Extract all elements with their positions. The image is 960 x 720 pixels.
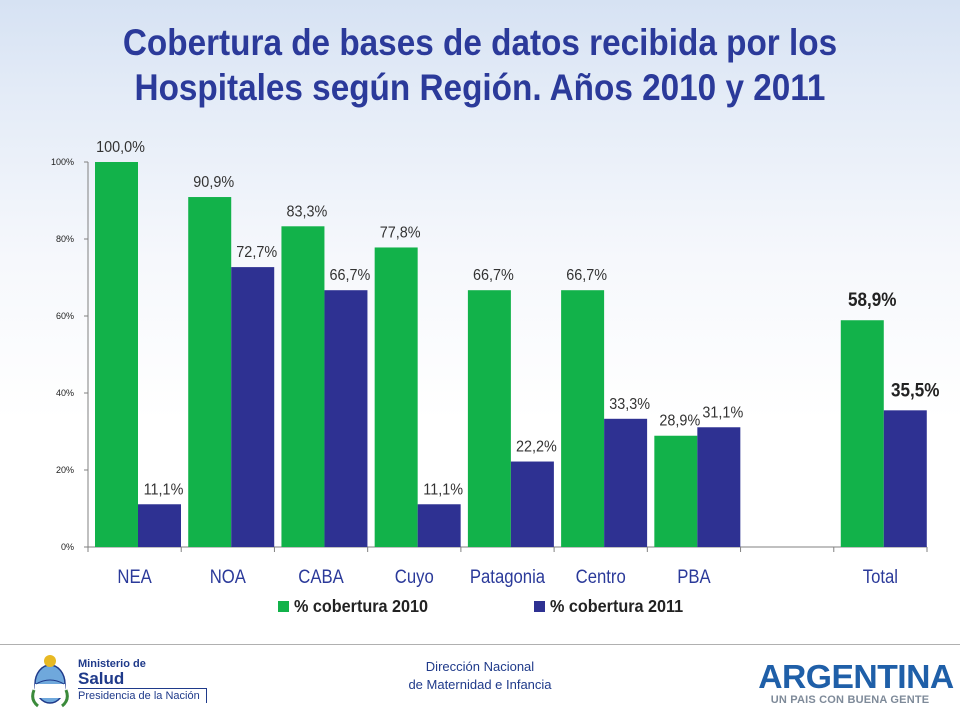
bar xyxy=(374,247,418,547)
ministry-logo: Ministerio de Salud Presidencia de la Na… xyxy=(30,650,230,716)
data-label: 72,7% xyxy=(236,243,277,261)
ministry-line2: Salud xyxy=(78,669,125,688)
legend-swatch xyxy=(534,601,545,612)
x-tick-label: Patagonia xyxy=(470,566,545,587)
bar xyxy=(654,435,698,547)
y-tick-label: 100% xyxy=(51,157,74,167)
ministry-line1: Ministerio de xyxy=(78,658,146,670)
bar xyxy=(95,162,138,547)
data-label: 66,7% xyxy=(473,267,514,285)
x-tick-label: PBA xyxy=(677,566,710,587)
legend-label: % cobertura 2010 xyxy=(294,596,428,616)
x-tick-label: Cuyo xyxy=(395,566,434,587)
data-label: 83,3% xyxy=(287,203,328,221)
bar xyxy=(231,267,275,547)
data-label: 11,1% xyxy=(423,481,463,499)
bar xyxy=(883,410,927,547)
bar xyxy=(281,226,325,548)
chart-title: Cobertura de bases de datos recibida por… xyxy=(122,22,838,108)
x-tick-label: Total xyxy=(863,566,898,587)
data-label: 31,1% xyxy=(702,404,743,422)
bar xyxy=(467,290,511,547)
data-label: 77,8% xyxy=(380,224,421,242)
x-tick-label: NOA xyxy=(210,566,246,587)
bar xyxy=(510,461,554,547)
x-tick-label: Centro xyxy=(576,566,626,587)
data-label: 100,0% xyxy=(96,138,145,156)
coat-of-arms-icon xyxy=(31,655,69,708)
data-label: 90,9% xyxy=(193,173,234,191)
y-tick-label: 20% xyxy=(56,465,74,475)
ministry-line3: Presidencia de la Nación xyxy=(78,688,207,703)
footer-divider xyxy=(0,644,960,645)
data-label: 33,3% xyxy=(609,395,650,413)
footer-department: Dirección Nacional de Maternidad e Infan… xyxy=(380,658,580,694)
legend-swatch xyxy=(278,601,289,612)
brand-slogan: UN PAIS CON BUENA GENTE xyxy=(770,694,930,706)
bar xyxy=(417,504,461,547)
bar xyxy=(324,290,368,547)
x-tick-label: CABA xyxy=(298,566,344,587)
argentina-brand-logo: ARGENTINA UN PAIS CON BUENA GENTE xyxy=(758,658,954,707)
data-label: 11,1% xyxy=(144,481,184,499)
bar xyxy=(561,290,605,547)
legend-label: % cobertura 2011 xyxy=(550,596,684,616)
y-tick-label: 40% xyxy=(56,388,74,398)
bar xyxy=(188,197,232,547)
bar-chart: 0% 20% 40% 60% 80% 100% NEA NOA CABA Cuyo Patagoni… xyxy=(51,138,940,616)
data-label: 66,7% xyxy=(566,267,607,285)
bar xyxy=(697,427,741,547)
bar xyxy=(840,320,884,547)
brand-wordmark: ARGENTINA xyxy=(758,658,954,695)
footer-department-line2: de Maternidad e Infancia xyxy=(408,677,552,692)
data-label: 22,2% xyxy=(516,438,557,456)
x-tick-label: NEA xyxy=(117,566,151,587)
data-label: 66,7% xyxy=(330,267,371,285)
y-tick-label: 80% xyxy=(56,234,74,244)
data-label: 35,5% xyxy=(891,380,939,401)
data-label: 28,9% xyxy=(659,412,700,430)
y-tick-label: 0% xyxy=(61,542,74,552)
footer-department-line1: Dirección Nacional xyxy=(425,659,535,674)
bar xyxy=(604,418,648,547)
bar xyxy=(138,504,181,547)
data-label: 58,9% xyxy=(848,289,896,310)
y-tick-label: 60% xyxy=(56,311,74,321)
